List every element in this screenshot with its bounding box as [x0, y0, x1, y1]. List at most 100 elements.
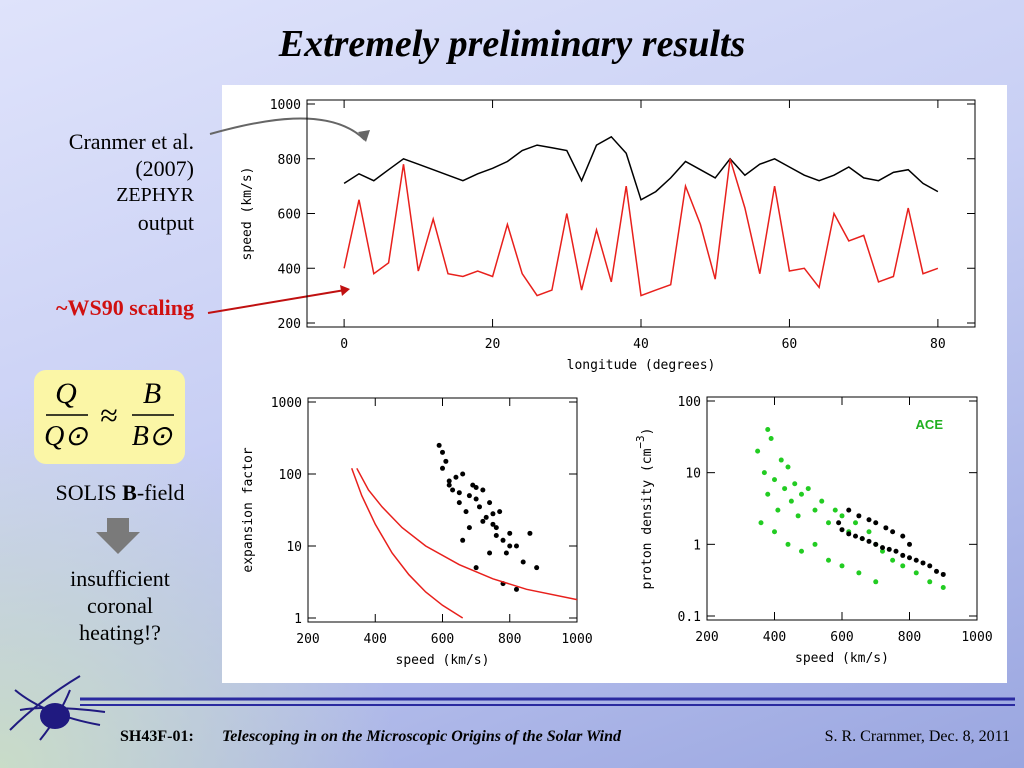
point [768, 435, 774, 441]
x-axis-label: speed (km/s) [795, 651, 889, 666]
point [940, 584, 946, 590]
y-tick-label: 400 [278, 262, 301, 277]
down-arrow [96, 518, 140, 554]
y-tick-label: 10 [685, 467, 701, 482]
line-series [343, 158, 939, 297]
point [440, 465, 445, 471]
y-tick-label: 100 [279, 468, 302, 483]
point [493, 532, 499, 538]
point [920, 560, 926, 566]
point [775, 507, 781, 513]
point [476, 504, 482, 510]
line-series [343, 135, 939, 201]
y-tick-label: 0.1 [678, 610, 701, 625]
model-label: Cranmer et al. (2007) ZEPHYR output [69, 128, 194, 236]
point [900, 533, 906, 539]
arrowhead [358, 130, 370, 142]
point [487, 500, 493, 506]
point [890, 529, 896, 535]
point [473, 565, 479, 571]
text: coronal [87, 593, 153, 618]
y-tick-label: 1000 [271, 396, 302, 411]
point [805, 486, 811, 492]
title: Extremely preliminary results [278, 23, 746, 65]
x-tick-label: 600 [830, 630, 853, 645]
x-tick-label: 60 [782, 337, 798, 352]
point [836, 520, 842, 526]
point [503, 550, 509, 556]
point [839, 563, 845, 569]
point [456, 490, 462, 496]
point [436, 442, 442, 448]
text: heating!? [79, 620, 161, 645]
point [463, 509, 469, 515]
text: B⊙ [132, 421, 173, 452]
point [460, 471, 466, 477]
point [513, 543, 519, 549]
text: B [143, 377, 161, 410]
line-series [356, 467, 578, 601]
point [856, 513, 862, 519]
point [866, 538, 872, 544]
point [873, 579, 879, 585]
point [812, 507, 818, 513]
point [913, 557, 919, 563]
y-axis-label: speed (km/s) [240, 167, 255, 261]
point [927, 579, 933, 585]
point [913, 570, 919, 576]
point [480, 518, 486, 524]
y-axis-label-part: −3 [634, 435, 647, 448]
y-axis-label-part: proton density (cm [640, 448, 655, 589]
y-tick-label: 1000 [270, 98, 301, 113]
y-axis-label: proton density (cm−3) [634, 428, 655, 590]
formula: Q Q⊙ ≈ B B⊙ [44, 377, 174, 452]
point [758, 520, 764, 526]
point [772, 477, 777, 483]
text: ≈ [100, 397, 118, 433]
field-label: SOLIS B-field [0, 480, 240, 506]
text: Q [55, 377, 77, 410]
scaling-label: ~WS90 scaling [56, 295, 194, 320]
point [907, 541, 912, 547]
point [927, 563, 933, 569]
y-axis-label-part: speed (km/s) [240, 167, 255, 261]
point [934, 568, 939, 574]
point [788, 498, 794, 504]
point [527, 530, 533, 536]
footer-author: S. R. Crarnmer, Dec. 8, 2011 [825, 728, 1010, 745]
y-axis-label-part: ) [640, 428, 655, 436]
line-series [350, 468, 464, 619]
point [826, 520, 831, 526]
arrowhead [340, 285, 350, 296]
point [490, 521, 496, 527]
point [812, 541, 818, 547]
formula-box [34, 370, 185, 464]
text: Cranmer et al. [68, 129, 194, 154]
point [520, 559, 526, 565]
text: (2007) [135, 156, 194, 181]
point [460, 537, 466, 543]
y-tick-label: 1 [294, 612, 302, 627]
point [473, 484, 479, 490]
x-tick-label: 200 [296, 632, 319, 647]
point [859, 536, 865, 542]
point [907, 555, 912, 561]
text: output [137, 210, 194, 235]
point [443, 458, 449, 464]
footer-talk: Telescoping in on the Microscopic Origin… [222, 728, 622, 745]
point [940, 571, 946, 577]
x-tick-label: 200 [695, 630, 718, 645]
point [785, 541, 791, 547]
x-tick-label: 0 [340, 337, 348, 352]
point [853, 533, 858, 539]
point [785, 464, 791, 470]
point [883, 525, 889, 531]
point [534, 565, 540, 571]
point [772, 529, 777, 535]
arrow [209, 117, 366, 141]
point [873, 520, 879, 526]
x-tick-label: 800 [498, 632, 521, 647]
point [846, 531, 852, 537]
